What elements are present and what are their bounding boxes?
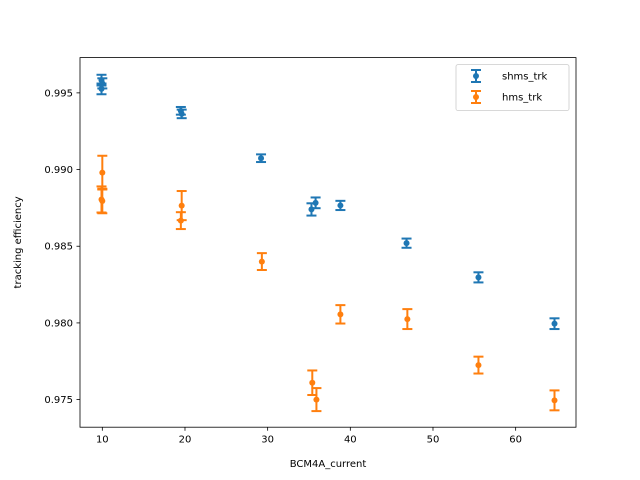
marker (551, 320, 558, 327)
marker (258, 155, 265, 162)
marker (475, 362, 482, 369)
data-point (549, 317, 560, 331)
marker (178, 110, 185, 117)
data-point (175, 211, 186, 231)
legend: shms_trk hms_trk (455, 64, 570, 111)
plot-background (80, 57, 576, 428)
legend-entry-hms_trk: hms_trk (471, 90, 542, 104)
data-point (335, 199, 346, 212)
marker (258, 258, 265, 265)
legend-frame (455, 64, 570, 111)
legend-label: shms_trk (502, 72, 548, 83)
data-point (256, 153, 267, 164)
y-tick-label: 0.990 (44, 165, 73, 176)
series-hms_trk (96, 154, 560, 413)
x-axis-ticks: 10 20 30 40 50 60 (96, 427, 522, 446)
legend-marker (473, 73, 479, 79)
data-point (256, 252, 267, 272)
marker (404, 316, 411, 323)
data-point (97, 187, 108, 215)
x-tick-label: 10 (96, 435, 109, 446)
marker (177, 217, 184, 224)
marker (312, 199, 319, 206)
x-tick-label: 40 (344, 435, 357, 446)
data-point (549, 389, 560, 412)
marker (403, 240, 410, 247)
data-point (473, 271, 484, 284)
data-point (335, 304, 346, 325)
series-layer (96, 73, 560, 413)
y-axis-label: tracking efficiency (13, 196, 24, 288)
marker (551, 397, 558, 404)
data-point (176, 108, 187, 120)
data-point (96, 82, 107, 96)
marker (98, 85, 105, 92)
x-tick-label: 50 (427, 435, 440, 446)
marker (178, 202, 185, 209)
marker (99, 169, 106, 176)
marker (99, 197, 106, 204)
legend-label: hms_trk (502, 93, 542, 104)
marker (309, 379, 316, 386)
marker (337, 311, 344, 318)
marker (337, 202, 344, 209)
y-tick-label: 0.980 (44, 318, 73, 329)
legend-marker (473, 94, 479, 100)
plot-frame (79, 57, 577, 428)
x-tick-label: 30 (261, 435, 274, 446)
x-axis-label: BCM4A_current (290, 459, 367, 470)
data-point (310, 196, 321, 210)
data-point (401, 237, 412, 249)
y-tick-label: 0.995 (44, 88, 73, 99)
data-point (311, 387, 322, 413)
series-shms_trk (96, 73, 560, 331)
y-tick-label: 0.975 (44, 395, 73, 406)
y-tick-label: 0.985 (44, 242, 73, 253)
x-tick-label: 60 (509, 435, 522, 446)
data-point (473, 355, 484, 375)
marker (313, 396, 320, 403)
y-axis-ticks: 0.975 0.980 0.985 0.990 0.995 (44, 88, 80, 406)
marker (475, 274, 482, 281)
x-tick-label: 20 (179, 435, 192, 446)
legend-entry-shms_trk: shms_trk (471, 69, 548, 83)
data-point (402, 308, 413, 331)
